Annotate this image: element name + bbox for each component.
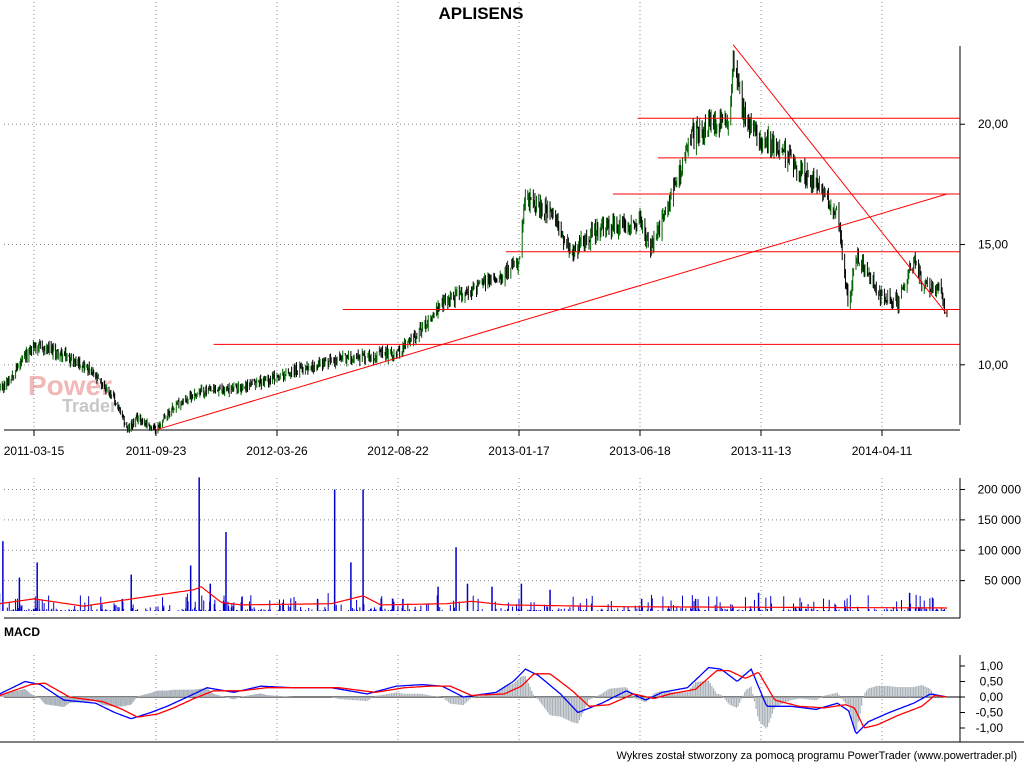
price-x-tick-label: 2012-03-26 — [246, 444, 308, 458]
price-panel: 10,00 15,00 20,00 2011-03-15 2011-09-23 2012-… — [0, 2, 1008, 458]
volume-y-tick-label: 100 000 — [978, 543, 1022, 557]
downtrend-trendline — [732, 44, 948, 315]
price-x-tick-label: 2011-09-23 — [126, 444, 187, 458]
chart-title: APLISENS — [438, 4, 523, 23]
macd-y-tick-label: 0,50 — [980, 675, 1004, 689]
macd-panel-label: MACD — [4, 625, 40, 639]
macd-y-tick-label: -1,00 — [976, 721, 1004, 735]
macd-y-tick-label: 1,00 — [980, 659, 1004, 673]
footer-credit: Wykres został stworzony za pomocą progra… — [616, 750, 1017, 762]
macd-y-tick-label: 0,00 — [980, 690, 1004, 704]
volume-y-tick-label: 200 000 — [978, 483, 1022, 497]
price-x-tick-label: 2012-08-22 — [367, 444, 429, 458]
watermark-line2: Trader — [62, 396, 117, 416]
macd-y-tick-label: -0,50 — [976, 706, 1004, 720]
price-x-tick-label: 2013-01-17 — [488, 444, 550, 458]
price-x-tick-label: 2013-06-18 — [609, 444, 671, 458]
macd-signal-line — [0, 669, 947, 729]
uptrend-trendline — [155, 193, 948, 431]
price-y-tick-label: 10,00 — [978, 358, 1008, 372]
volume-average-line — [0, 586, 947, 609]
price-x-tick-label: 2011-03-15 — [4, 444, 65, 458]
price-x-tick-label: 2014-04-11 — [852, 444, 913, 458]
volume-y-tick-label: 150 000 — [978, 513, 1022, 527]
price-y-tick-label: 20,00 — [978, 117, 1008, 131]
price-x-tick-label: 2013-11-13 — [731, 444, 792, 458]
volume-y-tick-label: 50 000 — [984, 574, 1021, 588]
volume-panel: 50 000 100 000 150 000 200 000 — [0, 477, 1022, 619]
price-y-tick-label: 15,00 — [978, 238, 1008, 252]
